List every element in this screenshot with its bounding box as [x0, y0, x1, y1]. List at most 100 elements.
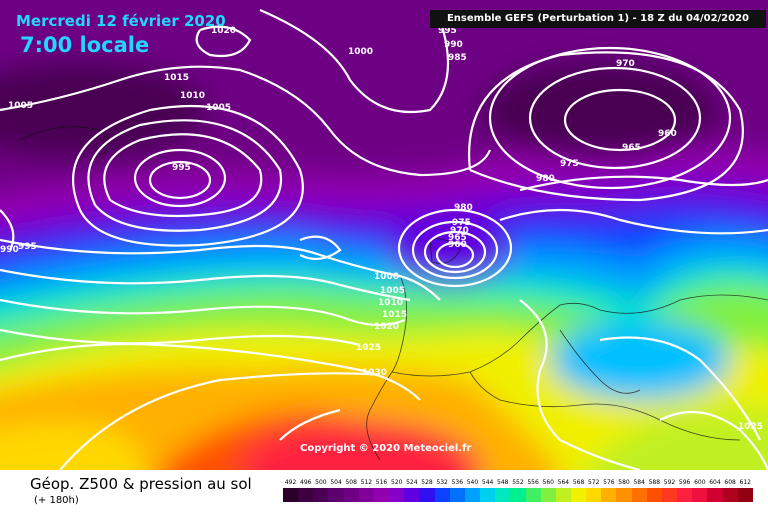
isobar-label: 1005 — [380, 286, 405, 296]
scale-swatch — [449, 488, 465, 502]
isobar-label: 1010 — [180, 91, 205, 101]
isobar-label: 985 — [448, 53, 467, 63]
geopotential-pressure-map: 1020 1000 995 990 985 970 1015 1010 1005… — [0, 0, 768, 470]
isobar-label: 1020 — [374, 322, 399, 332]
isobar-label: 1005 — [8, 101, 33, 111]
scale-swatch — [480, 488, 496, 502]
isobar-label: 995 — [438, 26, 457, 36]
scale-label: 500 — [315, 479, 327, 486]
isobar-label: 990 — [0, 245, 19, 255]
scale-swatch — [525, 488, 541, 502]
scale-swatch — [389, 488, 405, 502]
scale-swatch — [434, 488, 450, 502]
scale-label: 608 — [724, 479, 736, 486]
forecast-date: Mercredi 12 février 2020 — [16, 12, 226, 30]
scale-label: 576 — [603, 479, 615, 486]
scale-label: 516 — [375, 479, 388, 486]
scale-label: 532 — [436, 479, 448, 486]
isobar-label: 970 — [616, 59, 635, 69]
scale-swatch — [677, 488, 693, 502]
isobar-label: 975 — [452, 218, 471, 228]
isobar-label: 970 — [450, 226, 469, 236]
isobar-label: 1010 — [378, 298, 403, 308]
isobar-label: 995 — [172, 163, 191, 173]
scale-swatch — [707, 488, 723, 502]
isobar-label: 995 — [18, 242, 37, 252]
scale-label: 556 — [527, 479, 539, 486]
scale-swatch — [692, 488, 708, 502]
isobar-label: 990 — [444, 40, 463, 50]
scale-label: 524 — [406, 479, 418, 486]
isobar-label: 980 — [454, 203, 473, 213]
isobar-label: 1000 — [374, 272, 399, 282]
model-run-info: Ensemble GEFS (Perturbation 1) - 18 Z du… — [430, 10, 766, 28]
scale-swatch — [661, 488, 678, 502]
isobar-label: 1005 — [206, 103, 231, 113]
forecast-local-time: 7:00 locale — [20, 33, 150, 57]
scale-label: 592 — [663, 479, 676, 486]
scale-swatch — [586, 488, 602, 502]
color-scale-legend: 492 496 500 504 508 512 516 520 524 528 532 536 540 5… — [283, 478, 753, 508]
scale-label: 568 — [572, 479, 585, 486]
scale-label: 612 — [739, 479, 751, 486]
forecast-hour: (+ 180h) — [34, 495, 79, 506]
scale-label: 580 — [618, 479, 630, 486]
scale-label: 604 — [709, 479, 721, 486]
scale-label: 584 — [633, 479, 645, 486]
scale-swatch — [313, 488, 329, 502]
isobar-label: 980 — [536, 174, 555, 184]
isobar-label: 1025 — [356, 343, 381, 353]
scale-label: 552 — [512, 479, 524, 486]
scale-label: 544 — [481, 479, 494, 486]
isobars — [0, 8, 768, 470]
color-scale-bar — [283, 488, 753, 502]
scale-swatch — [570, 488, 587, 502]
scale-swatch — [283, 488, 299, 502]
scale-label: 508 — [345, 479, 357, 486]
scale-label: 560 — [542, 479, 554, 486]
scale-swatch — [510, 488, 526, 502]
scale-swatch — [343, 488, 359, 502]
scale-label: 528 — [421, 479, 433, 486]
scale-label: 536 — [451, 479, 464, 486]
scale-label: 588 — [648, 479, 661, 486]
isobar-label: 965 — [622, 143, 641, 153]
scale-swatch — [631, 488, 647, 502]
scale-label: 496 — [300, 479, 312, 486]
scale-label: 492 — [284, 479, 297, 486]
scale-swatch — [298, 488, 314, 502]
scale-swatch — [646, 488, 662, 502]
scale-label: 596 — [678, 479, 691, 486]
color-scale-labels: 492 496 500 504 508 512 516 520 524 528 532 536 540 5… — [283, 478, 753, 488]
scale-swatch — [722, 488, 738, 502]
scale-swatch — [616, 488, 632, 502]
isobar-label: 1015 — [164, 73, 189, 83]
isobar-label: 960 — [448, 240, 467, 250]
isobar-label: 965 — [448, 233, 467, 243]
isobar-label: 975 — [560, 159, 579, 169]
copyright-notice: Copyright © 2020 Meteociel.fr — [300, 443, 472, 454]
isobar-label: 1025 — [738, 422, 763, 432]
map-title: Géop. Z500 & pression au sol — [30, 475, 252, 493]
isobar-label: 960 — [658, 129, 677, 139]
isobar-label: 1020 — [211, 26, 236, 36]
scale-swatch — [328, 488, 344, 502]
scale-swatch — [737, 488, 753, 502]
scale-swatch — [419, 488, 435, 502]
isobar-labels: 1020 1000 995 990 985 970 1015 1010 1005… — [0, 26, 763, 432]
isobar-label: 1030 — [362, 368, 387, 378]
isobar-label: 1000 — [348, 47, 373, 57]
scale-label: 548 — [497, 479, 509, 486]
scale-swatch — [464, 488, 481, 502]
scale-label: 504 — [330, 479, 342, 486]
scale-swatch — [555, 488, 571, 502]
scale-swatch — [404, 488, 420, 502]
scale-label: 520 — [390, 479, 403, 486]
scale-label: 512 — [360, 479, 373, 486]
scale-swatch — [495, 488, 511, 502]
scale-swatch — [358, 488, 374, 502]
z500-color-field — [0, 0, 768, 470]
scale-label: 540 — [466, 479, 479, 486]
isobar-label: 1015 — [382, 310, 407, 320]
